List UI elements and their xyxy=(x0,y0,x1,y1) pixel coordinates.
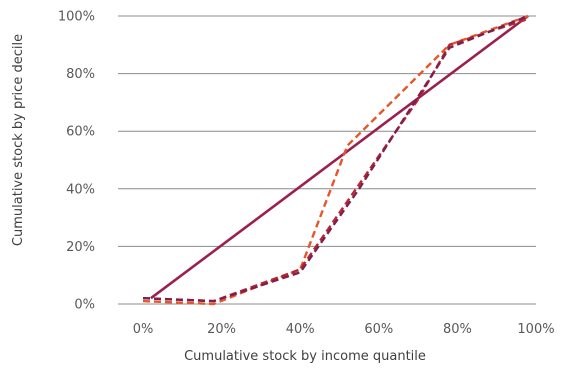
y-tick-label: 60% xyxy=(66,125,95,140)
y-axis-title: Cumulative stock by price decile xyxy=(11,34,26,246)
y-tick-label: 100% xyxy=(58,10,95,25)
x-tick-label: 80% xyxy=(443,322,472,337)
x-tick-label: 100% xyxy=(517,322,554,337)
x-axis-title: Cumulative stock by income quantile xyxy=(184,349,426,364)
series-line-0 xyxy=(150,14,529,300)
gridlines xyxy=(118,15,536,305)
series-line-3 xyxy=(142,14,529,303)
y-axis-tick-labels: 0% 20% 40% 60% 80% 100% xyxy=(58,10,95,313)
y-tick-label: 80% xyxy=(66,67,95,82)
series-layer xyxy=(142,14,529,306)
y-tick-label: 40% xyxy=(66,182,95,197)
y-tick-label: 20% xyxy=(66,240,95,255)
x-axis-tick-labels: 0% 20% 40% 60% 80% 100% xyxy=(133,322,555,337)
x-tick-label: 60% xyxy=(364,322,393,337)
y-tick-label: 0% xyxy=(74,298,95,313)
x-tick-label: 0% xyxy=(133,322,154,337)
x-tick-label: 20% xyxy=(207,322,236,337)
x-tick-label: 40% xyxy=(286,322,315,337)
